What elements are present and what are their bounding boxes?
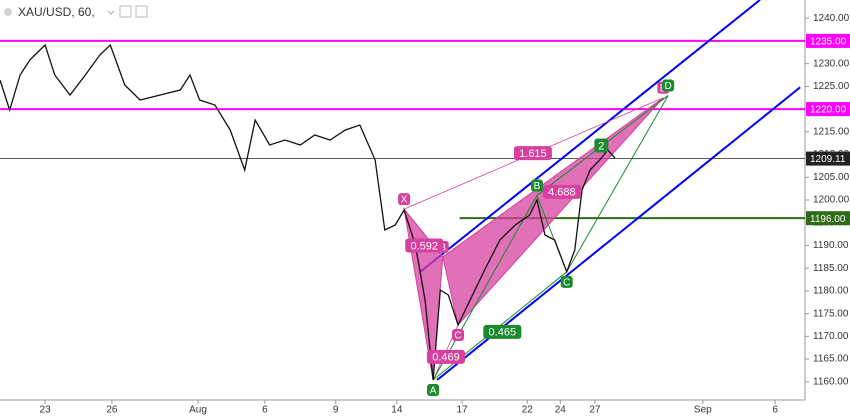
level-label: 1220.00 [810,105,847,116]
point-marker [452,329,465,341]
ratio-label: 0.592 [410,240,438,252]
x-tick-label: 14 [391,405,403,416]
x-tick-label: 23 [40,405,52,416]
point-label: D [665,81,672,92]
ratio-box [426,349,465,364]
point-marker [398,193,411,206]
point-label: B [534,181,541,192]
y-tick-label: 1165.00 [813,354,849,365]
x-tick-label: 6 [262,405,268,416]
y-tick-label: 1200.00 [813,195,850,206]
y-tick-label: 1240.00 [813,13,850,24]
ratio-box [513,146,552,161]
toolbar: XAU/USD, 60, [4,5,148,19]
point-label: C [563,277,570,288]
point-marker [560,275,573,288]
point-marker [530,179,543,192]
x-tick-label: 9 [333,405,339,416]
y-tick-label: 1205.00 [813,172,850,183]
price-line [0,43,616,381]
level-label: 1235.00 [810,37,847,48]
point-marker [427,384,440,396]
x-tick-label: 22 [522,405,534,416]
y-tick-label: 1180.00 [813,286,849,297]
x-tick-label: Aug [189,405,207,416]
ratio-label: 4.688 [548,187,576,199]
y-tick-label: 1170.00 [813,331,849,342]
icon [107,10,115,15]
icon[interactable] [135,5,148,18]
level-label-box [806,102,850,117]
y-tick-label: 1230.00 [813,58,850,69]
y-tick-label: 1160.00 [813,376,849,387]
ratio-box [542,184,581,199]
chart-title: XAU/USD, 60, [18,5,95,19]
level-label: 1209.11 [810,154,846,165]
ratio-box [483,324,522,339]
y-tick-label: 1175.00 [813,308,849,319]
pattern-line [566,95,669,273]
ratio-label: 2 [598,140,604,152]
x-tick-label: 26 [106,405,118,416]
ratio-box [594,138,609,153]
x-tick-label: 27 [589,405,601,416]
x-tick-label: 24 [555,405,567,416]
level-label: 1196.00 [810,214,846,225]
x-tick-label: Sep [694,405,712,416]
point-label: A [430,386,437,397]
ratio-box [405,238,444,253]
ratio-label: 0.469 [432,352,460,364]
point-label: X [401,195,408,206]
y-tick-label: 1185.00 [813,263,849,274]
pattern-line [432,195,538,381]
point-marker [662,79,675,92]
channel-line [419,0,761,273]
level-label-box [806,151,850,166]
y-tick-label: 1190.00 [813,240,849,251]
level-label-box [806,33,850,48]
level-label-box [806,211,850,226]
y-tick-label: 1215.00 [813,126,850,137]
ratio-label: 0.465 [489,327,517,339]
icon [4,8,12,16]
point-label: C [454,331,461,342]
ratio-label: 1.615 [519,148,547,160]
icon[interactable] [119,5,132,18]
x-tick-label: 17 [457,405,469,416]
pattern-fill [442,97,664,327]
y-tick-label: 1225.00 [813,81,850,92]
x-tick-label: 6 [772,405,778,416]
